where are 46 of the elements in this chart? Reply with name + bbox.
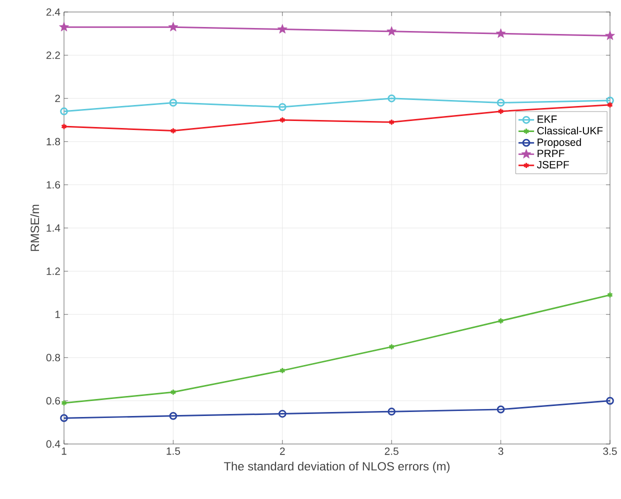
x-tick-label: 3.5 <box>603 448 617 455</box>
y-tick-label: 0.6 <box>46 397 60 405</box>
point <box>496 98 505 107</box>
point <box>496 406 505 414</box>
point <box>498 108 504 115</box>
point <box>386 26 397 36</box>
x-axis-title: The standard deviation of NLOS errors (m) <box>224 462 450 473</box>
y-tick-label: 1.4 <box>46 224 60 232</box>
point <box>279 367 286 374</box>
point <box>388 408 396 416</box>
legend-label: EKF <box>538 116 557 123</box>
point <box>388 94 396 102</box>
point <box>278 410 286 418</box>
x-tick-label: 2 <box>280 448 285 455</box>
point <box>170 127 176 134</box>
x-tick-label: 1 <box>62 448 66 455</box>
point <box>170 388 176 396</box>
legend-label: PRPF <box>538 150 564 158</box>
y-axis-title: RMSE/m <box>30 204 40 251</box>
y-tick-label: 1.2 <box>46 268 60 275</box>
y-tick-label: 2.4 <box>46 8 60 16</box>
legend-label: Classical-UKF <box>537 126 603 134</box>
point <box>168 22 178 32</box>
y-tick-label: 1.6 <box>46 181 60 189</box>
point <box>169 98 178 107</box>
y-tick-label: 0.4 <box>46 440 60 448</box>
point <box>605 30 615 40</box>
legend-label: JSEPF <box>536 161 569 168</box>
point <box>277 24 288 34</box>
x-tick-label: 2.5 <box>384 448 398 455</box>
point <box>388 343 395 350</box>
point <box>496 28 506 38</box>
point <box>388 118 395 126</box>
point <box>59 22 69 32</box>
point <box>279 116 286 124</box>
point <box>498 318 504 324</box>
x-tick-label: 1.5 <box>166 448 180 455</box>
y-tick-label: 0.8 <box>46 354 60 362</box>
y-tick-label: 1 <box>55 310 60 318</box>
y-tick-label: 2 <box>55 94 60 102</box>
point <box>169 412 178 420</box>
point <box>278 103 286 111</box>
y-tick-label: 2.2 <box>46 52 60 59</box>
x-tick-label: 3 <box>498 448 504 455</box>
y-tick-label: 1.8 <box>46 138 60 146</box>
legend-label: Proposed <box>538 138 581 148</box>
